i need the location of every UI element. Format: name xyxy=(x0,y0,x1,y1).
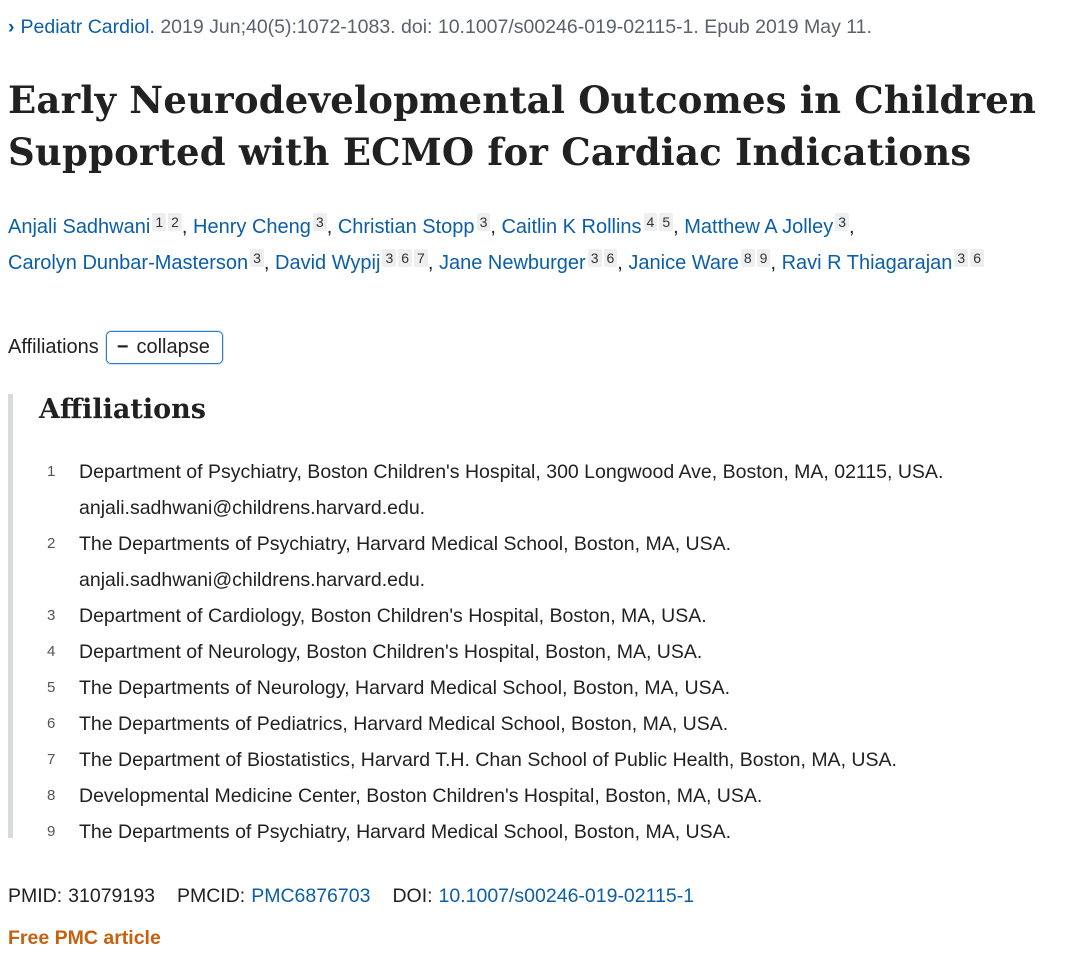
affiliation-text: The Departments of Pediatrics, Harvard M… xyxy=(79,713,729,735)
affiliations-toggle-row: Affiliations − collapse xyxy=(8,331,223,364)
affiliation-ref-link[interactable]: 3 xyxy=(250,249,264,267)
author-entry: Carolyn Dunbar-Masterson 3 xyxy=(8,249,264,274)
article-identifiers: PMID: 31079193 PMCID: PMC6876703 DOI: 10.1007… xyxy=(8,885,694,908)
affiliation-number: 2 xyxy=(47,535,56,552)
affiliation-text: Department of Neurology, Boston Children… xyxy=(79,641,703,663)
author-entry: Ravi R Thiagarajan 3 6 xyxy=(781,249,984,274)
affiliation-text: The Departments of Psychiatry, Harvard M… xyxy=(79,533,732,591)
author-entry: Caitlin K Rollins 4 5 xyxy=(501,213,674,238)
doi-link[interactable]: 10.1007/s00246-019-02115-1 xyxy=(438,885,695,907)
affiliation-item: 2 The Departments of Psychiatry, Harvard … xyxy=(47,526,1077,598)
affiliation-ref-link[interactable]: 4 xyxy=(643,213,658,231)
author-entry: Henry Cheng 3 xyxy=(193,213,327,238)
affiliation-ref-link[interactable]: 7 xyxy=(414,249,428,267)
affiliation-number: 1 xyxy=(47,463,56,480)
affiliation-item: 6 The Departments of Pediatrics, Harvard … xyxy=(47,706,1077,742)
author-link[interactable]: Matthew A Jolley xyxy=(684,216,834,238)
pmid-label: PMID: xyxy=(8,885,63,907)
affiliation-item: 7 The Department of Biostatistics, Harvar… xyxy=(47,742,1077,778)
affiliation-ref-link[interactable]: 6 xyxy=(398,249,413,267)
author-entry: David Wypij 3 6 7 xyxy=(275,249,428,274)
pmid-value: 31079193 xyxy=(68,885,155,907)
affiliation-number: 3 xyxy=(47,607,56,624)
author-entry: Anjali Sadhwani 1 2 xyxy=(8,213,182,238)
affiliation-item: 8 Developmental Medicine Center, Boston C… xyxy=(47,778,1077,814)
affiliation-ref-link[interactable]: 3 xyxy=(587,249,602,267)
affiliation-number: 4 xyxy=(47,643,56,660)
affiliation-ref-link[interactable]: 3 xyxy=(382,249,397,267)
journal-link[interactable]: Pediatr Cardiol. xyxy=(20,16,155,38)
citation-line: › Pediatr Cardiol. 2019 Jun;40(5):1072-10… xyxy=(8,16,872,39)
author-entry: Janice Ware 8 9 xyxy=(628,249,771,274)
author-link[interactable]: Janice Ware xyxy=(628,252,739,274)
affiliation-ref-link[interactable]: 9 xyxy=(756,249,771,267)
affiliation-text: The Department of Biostatistics, Harvard… xyxy=(79,749,897,771)
affiliation-item: 1 Department of Psychiatry, Boston Childr… xyxy=(47,454,1077,526)
author-link[interactable]: Carolyn Dunbar-Masterson xyxy=(8,252,249,274)
author-link[interactable]: Jane Newburger xyxy=(438,252,586,274)
author-link[interactable]: Caitlin K Rollins xyxy=(501,216,642,238)
affiliation-ref-link[interactable]: 1 xyxy=(152,213,167,231)
affiliation-ref-link[interactable]: 6 xyxy=(603,249,618,267)
affiliation-number: 6 xyxy=(47,715,56,732)
collapse-affiliations-button[interactable]: − collapse xyxy=(105,331,223,364)
affiliation-number: 7 xyxy=(47,751,56,768)
affiliation-ref-link[interactable]: 3 xyxy=(312,213,327,231)
author-list: Anjali Sadhwani 1 2, Henry Cheng 3, Christi… xyxy=(8,209,1072,281)
affiliation-text: Department of Psychiatry, Boston Childre… xyxy=(79,461,944,519)
author-entry: Matthew A Jolley 3 xyxy=(684,213,850,238)
affiliation-ref-link[interactable]: 2 xyxy=(168,213,182,231)
affiliation-item: 4 Department of Neurology, Boston Childre… xyxy=(47,634,1077,670)
affiliation-ref-link[interactable]: 6 xyxy=(970,249,984,267)
affiliation-ref-link[interactable]: 3 xyxy=(476,213,491,231)
chevron-right-icon: › xyxy=(8,16,15,38)
affiliations-list: 1 Department of Psychiatry, Boston Childr… xyxy=(47,454,1077,850)
author-link[interactable]: Anjali Sadhwani xyxy=(8,216,151,238)
affiliation-number: 9 xyxy=(47,823,56,840)
free-pmc-article-badge[interactable]: Free PMC article xyxy=(8,927,161,949)
affiliation-item: 5 The Departments of Neurology, Harvard M… xyxy=(47,670,1077,706)
author-entry: Christian Stopp 3 xyxy=(337,213,491,238)
affiliations-label: Affiliations xyxy=(8,336,99,358)
affiliation-text: The Departments of Psychiatry, Harvard M… xyxy=(79,821,732,843)
minus-icon: − xyxy=(116,336,129,358)
author-entry: Jane Newburger 3 6 xyxy=(438,249,618,274)
affiliation-item: 3 Department of Cardiology, Boston Childr… xyxy=(47,598,1077,634)
author-link[interactable]: Christian Stopp xyxy=(337,216,475,238)
pmcid-link[interactable]: PMC6876703 xyxy=(251,885,371,907)
affiliation-ref-link[interactable]: 3 xyxy=(954,249,969,267)
page-title: Early Neurodevelopmental Outcomes in Chi… xyxy=(8,78,1037,174)
affiliation-ref-link[interactable]: 5 xyxy=(659,213,674,231)
affiliations-heading: Affiliations xyxy=(39,394,206,425)
pmcid-label: PMCID: xyxy=(176,885,246,907)
citation-details: 2019 Jun;40(5):1072-1083. doi: 10.1007/s… xyxy=(160,16,872,38)
affiliation-number: 5 xyxy=(47,679,56,696)
author-link[interactable]: Henry Cheng xyxy=(193,216,311,238)
affiliation-item: 9 The Departments of Psychiatry, Harvard … xyxy=(47,814,1077,850)
affiliation-text: Department of Cardiology, Boston Childre… xyxy=(79,605,707,627)
affiliation-text: Developmental Medicine Center, Boston Ch… xyxy=(79,785,763,807)
affiliation-text: The Departments of Neurology, Harvard Me… xyxy=(79,677,731,699)
collapse-label: collapse xyxy=(136,336,210,358)
affiliation-ref-link[interactable]: 3 xyxy=(835,213,850,231)
author-link[interactable]: David Wypij xyxy=(275,252,381,274)
author-link[interactable]: Ravi R Thiagarajan xyxy=(781,252,953,274)
affiliation-number: 8 xyxy=(47,787,56,804)
affiliations-panel: Affiliations 1 Department of Psychiatry, … xyxy=(8,394,1080,843)
doi-label: DOI: xyxy=(392,885,433,907)
affiliation-ref-link[interactable]: 8 xyxy=(740,249,755,267)
